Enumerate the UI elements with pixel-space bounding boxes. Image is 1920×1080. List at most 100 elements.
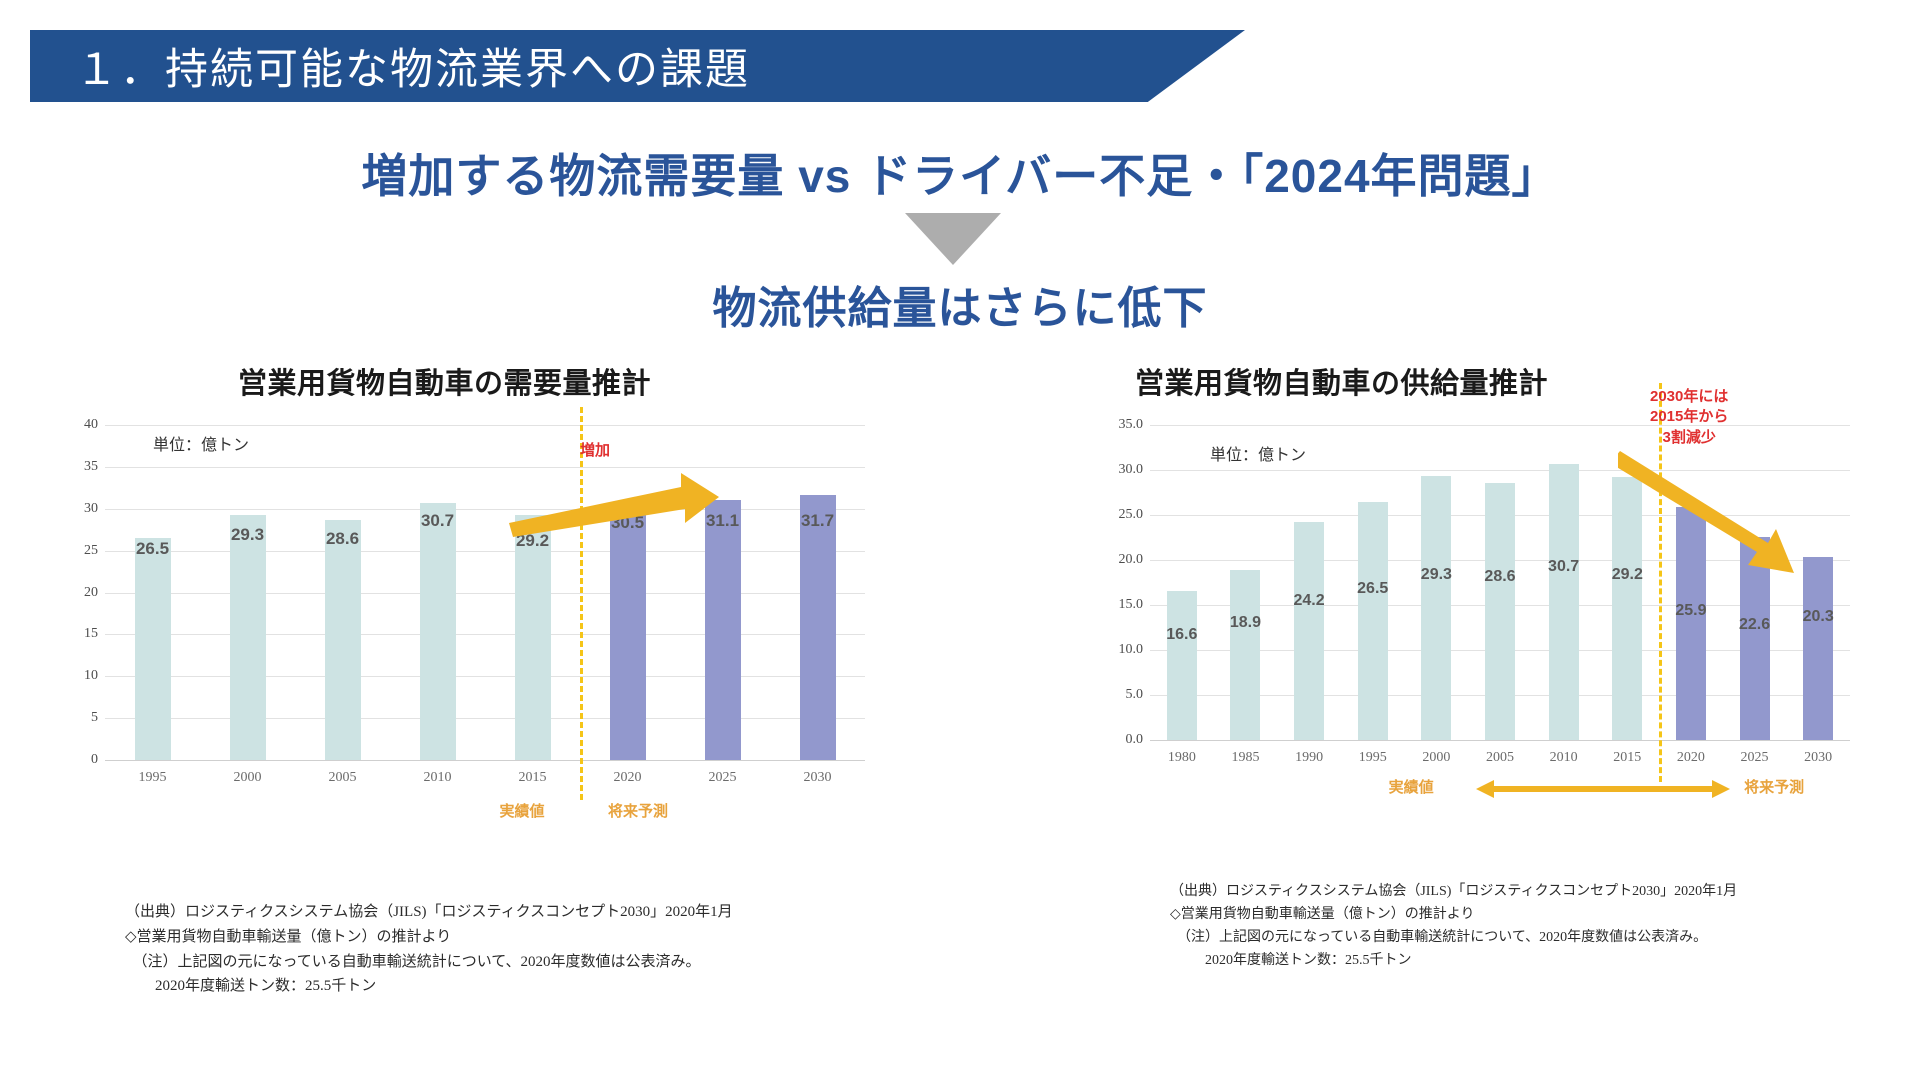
bar-value-2010: 30.7 — [420, 511, 455, 530]
bar-1980 — [1166, 590, 1197, 740]
gridline — [105, 718, 865, 720]
gridline — [1150, 740, 1850, 741]
bar-2030 — [799, 494, 836, 760]
label-forecast-right: 将来予測 — [1744, 779, 1805, 796]
chart-title-supply: 営業用貨物自動車の供給量推計 — [1135, 368, 1549, 400]
sub-heading: 物流供給量はさらに低下 — [712, 284, 1208, 333]
forecast-divider — [580, 407, 583, 800]
gridline — [105, 466, 865, 468]
actual-forecast-range-arrow-icon — [1476, 780, 1731, 798]
bar-1995 — [134, 538, 171, 760]
y-axis-tick-label: 5.0 — [1125, 687, 1144, 702]
x-axis-tick-label: 2020 — [1676, 750, 1705, 765]
y-axis-tick-label: 10 — [84, 668, 98, 684]
header-banner: １．持続可能な物流業界への課題 — [30, 30, 1245, 102]
footnote-supply: （出典）ロジスティクスシステム協会（JILS)「ロジスティクスコンセプト2030… — [1170, 884, 1738, 969]
bar-2020 — [609, 504, 646, 760]
bar-value-2005: 28.6 — [1484, 568, 1516, 585]
bar-value-2030: 31.7 — [800, 511, 835, 530]
x-axis-tick-label: 2005 — [1486, 750, 1514, 765]
x-axis-tick-label: 2015 — [518, 770, 547, 785]
y-axis-tick-label: 15.0 — [1118, 597, 1144, 612]
annotation-increase: 増加 — [580, 442, 611, 459]
gridline — [105, 634, 865, 636]
y-axis-tick-label: 5 — [91, 710, 98, 726]
bar-value-2030: 20.3 — [1802, 608, 1834, 625]
label-forecast-left: 将来予測 — [607, 803, 669, 820]
x-axis-tick-label: 2025 — [1740, 750, 1769, 765]
bar-value-2010: 30.7 — [1548, 558, 1580, 575]
y-axis-tick-label: 25 — [84, 542, 98, 558]
x-axis-tick-label: 2000 — [1422, 750, 1451, 765]
y-axis-tick-label: 20 — [84, 584, 98, 600]
gridline — [105, 425, 865, 426]
bar-value-1990: 24.2 — [1293, 592, 1325, 609]
annotation-decrease: 2030年には 2015年から 3割減少 — [1650, 388, 1729, 446]
gridline — [105, 676, 865, 678]
y-axis-tick-label: 0.0 — [1125, 732, 1144, 747]
bar-value-2000: 29.3 — [1420, 566, 1452, 583]
y-axis-tick-label: 30.0 — [1118, 462, 1144, 477]
gridline — [105, 592, 865, 594]
bar-2000 — [1421, 476, 1452, 740]
bar-2000 — [229, 514, 266, 760]
bar-2010 — [1548, 463, 1579, 740]
bar-2015 — [1612, 477, 1643, 740]
bar-2010 — [419, 502, 456, 760]
bar-2005 — [1485, 482, 1515, 740]
chart-supply: 0.0 5.0 10.0 15.0 20.0 25.0 30.0 35.0 16.6 1980 18… — [1119, 383, 1850, 825]
bar-value-1985: 18.9 — [1229, 614, 1262, 631]
y-axis-tick-label: 35 — [84, 458, 98, 474]
y-axis-tick-label: 15 — [84, 626, 98, 642]
y-axis-tick-label: 35.0 — [1118, 417, 1144, 432]
x-axis-tick-label: 1995 — [1358, 750, 1387, 765]
y-axis-tick-label: 30 — [84, 500, 98, 516]
gridline — [105, 760, 865, 761]
plot-area-supply: 0.0 5.0 10.0 15.0 20.0 25.0 30.0 35.0 16.6 1980 18… — [1119, 383, 1850, 798]
label-actual-left: 実績値 — [499, 803, 545, 820]
chart-title-demand: 営業用貨物自動車の需要量推計 — [238, 368, 652, 400]
y-axis-tick-label: 20.0 — [1118, 552, 1144, 567]
x-axis-tick-label: 2030 — [803, 770, 832, 785]
gridline — [105, 508, 865, 510]
bar-value-2000: 29.3 — [230, 525, 265, 544]
increase-arrow-icon — [509, 473, 719, 537]
bar-value-2015: 29.2 — [1611, 566, 1643, 583]
bar-value-1980: 16.6 — [1166, 626, 1198, 643]
x-axis-tick-label: 2020 — [613, 770, 642, 785]
y-axis-tick-label: 25.0 — [1118, 507, 1144, 522]
bar-value-1995: 26.5 — [1357, 580, 1389, 597]
forecast-divider — [1659, 383, 1663, 782]
x-axis-tick-label: 1980 — [1167, 750, 1196, 765]
x-axis-tick-label: 2030 — [1804, 750, 1833, 765]
bar-value-2025: 31.1 — [705, 511, 740, 530]
plot-area-demand: 0 5 10 15 20 25 30 35 40 26.5 1995 29.3 2000 28.6 2005… — [84, 407, 865, 820]
bar-value-2020: 25.9 — [1675, 602, 1707, 619]
page-title: １．持続可能な物流業界への課題 — [75, 45, 750, 95]
x-axis-tick-label: 2005 — [328, 770, 357, 785]
x-axis-tick-label: 1985 — [1231, 750, 1260, 765]
bar-value-2015: 29.2 — [515, 531, 550, 550]
x-axis-tick-label: 2010 — [1549, 750, 1578, 765]
bar-2015 — [514, 515, 551, 760]
bar-1995 — [1357, 501, 1388, 740]
gridline — [1150, 470, 1850, 471]
bar-value-2025: 22.6 — [1738, 616, 1771, 633]
x-axis-tick-label: 1995 — [138, 770, 167, 785]
gridline — [105, 550, 865, 552]
label-actual-right: 実績値 — [1388, 779, 1434, 796]
x-axis-tick-label: 2015 — [1613, 750, 1642, 765]
chart-demand: 0 5 10 15 20 25 30 35 40 26.5 1995 29.3 2000 28.6 2005… — [84, 407, 865, 825]
bar-1985 — [1230, 569, 1261, 740]
y-axis-tick-label: 0 — [91, 752, 98, 767]
bar-2025 — [1739, 536, 1770, 740]
bar-value-2005: 28.6 — [325, 529, 360, 548]
y-axis-tick-label: 40 — [84, 417, 98, 432]
x-axis-tick-label: 2000 — [233, 770, 262, 785]
x-axis-tick-label: 2025 — [708, 770, 737, 785]
bar-value-1995: 26.5 — [135, 539, 170, 558]
decrease-arrow-icon — [1618, 451, 1794, 573]
y-axis-tick-label: 10.0 — [1118, 642, 1144, 657]
bar-2005 — [324, 520, 361, 760]
